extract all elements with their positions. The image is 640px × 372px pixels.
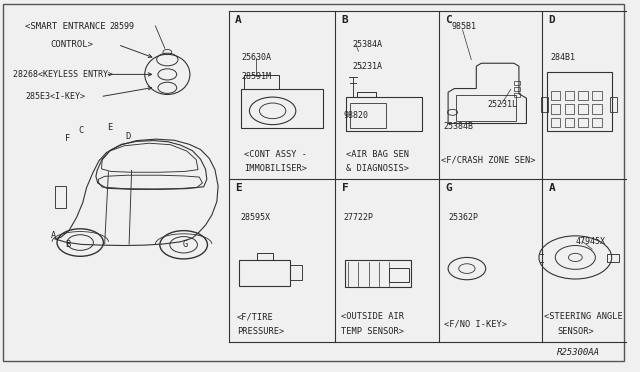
Bar	[579, 91, 588, 100]
Text: <F/CRASH ZONE SEN>: <F/CRASH ZONE SEN>	[440, 155, 535, 164]
Text: 28595X: 28595X	[240, 213, 270, 222]
Bar	[592, 118, 602, 127]
Text: A: A	[548, 183, 555, 193]
Bar	[579, 104, 588, 114]
Text: B: B	[65, 240, 70, 249]
Bar	[564, 104, 574, 114]
Bar	[456, 95, 516, 121]
Text: 25630A: 25630A	[241, 53, 271, 62]
Bar	[244, 75, 279, 89]
Bar	[514, 87, 520, 91]
Bar	[241, 89, 323, 128]
Bar	[54, 186, 66, 208]
Text: & DIAGNOSIS>: & DIAGNOSIS>	[346, 164, 409, 173]
Bar	[564, 118, 574, 127]
Text: 25384A: 25384A	[352, 40, 382, 49]
Text: 985B1: 985B1	[451, 22, 476, 31]
Text: 28268<KEYLESS ENTRY>: 28268<KEYLESS ENTRY>	[13, 70, 113, 79]
Bar	[547, 72, 612, 131]
Text: 27722P: 27722P	[344, 213, 374, 222]
Text: CONTROL>: CONTROL>	[50, 40, 93, 49]
Bar	[514, 81, 520, 85]
Bar	[579, 118, 588, 127]
Text: G: G	[445, 183, 452, 193]
Text: R25300AA: R25300AA	[557, 348, 600, 357]
Bar	[551, 91, 560, 100]
Text: B: B	[342, 16, 348, 25]
Text: G: G	[182, 240, 188, 249]
Text: IMMOBILISER>: IMMOBILISER>	[244, 164, 307, 173]
Text: E: E	[235, 183, 242, 193]
Text: 47945X: 47945X	[575, 237, 605, 246]
Text: <F/NO I-KEY>: <F/NO I-KEY>	[444, 320, 507, 329]
Bar	[592, 104, 602, 114]
Text: E: E	[107, 123, 112, 132]
Text: <STEERING ANGLE: <STEERING ANGLE	[544, 312, 623, 321]
Text: <SMART ENTRANCE: <SMART ENTRANCE	[25, 22, 106, 31]
Text: A: A	[235, 16, 242, 25]
Bar	[592, 91, 602, 100]
Text: SENSOR>: SENSOR>	[558, 327, 595, 336]
Text: D: D	[126, 132, 131, 141]
Text: F: F	[342, 183, 348, 193]
Text: F: F	[65, 134, 70, 143]
Bar	[257, 253, 273, 260]
Text: D: D	[548, 16, 555, 25]
Bar	[345, 260, 410, 287]
Text: PRESSURE>: PRESSURE>	[237, 327, 284, 336]
Bar	[346, 97, 422, 131]
Text: <OUTSIDE AIR: <OUTSIDE AIR	[341, 312, 404, 321]
Text: <F/TIRE: <F/TIRE	[237, 312, 274, 321]
Bar	[289, 265, 302, 280]
Text: 25231A: 25231A	[352, 62, 382, 71]
Bar	[239, 260, 289, 286]
Bar	[564, 91, 574, 100]
Text: C: C	[79, 126, 84, 135]
Text: TEMP SENSOR>: TEMP SENSOR>	[341, 327, 404, 336]
Bar	[551, 104, 560, 114]
Text: 25231L: 25231L	[488, 100, 518, 109]
Bar	[611, 97, 617, 112]
Bar	[551, 118, 560, 127]
Text: 25384B: 25384B	[444, 122, 474, 131]
Text: 28591M: 28591M	[241, 72, 271, 81]
Bar	[514, 93, 520, 97]
Text: C: C	[445, 16, 452, 25]
Text: A: A	[51, 231, 56, 240]
Text: 285E3<I-KEY>: 285E3<I-KEY>	[25, 92, 85, 101]
Bar	[349, 103, 386, 128]
Text: <AIR BAG SEN: <AIR BAG SEN	[346, 150, 409, 159]
Text: 284B1: 284B1	[550, 53, 575, 62]
Text: <CONT ASSY -: <CONT ASSY -	[244, 150, 307, 159]
Bar	[607, 254, 620, 262]
Bar	[388, 268, 408, 282]
Text: 28599: 28599	[109, 22, 134, 31]
Text: 98820: 98820	[344, 111, 369, 120]
Text: 25362P: 25362P	[449, 213, 479, 222]
Bar	[541, 97, 548, 112]
